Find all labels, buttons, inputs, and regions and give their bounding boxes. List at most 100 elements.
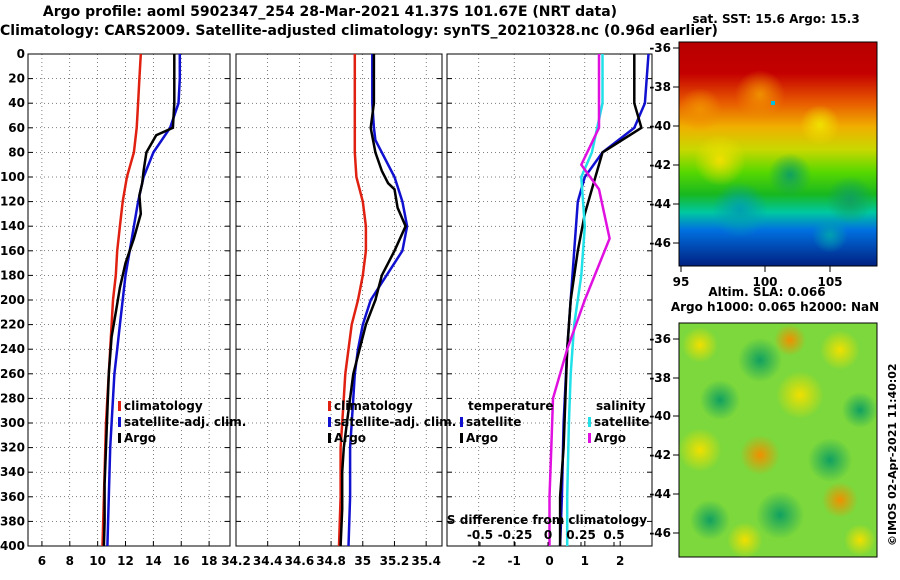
depth-tick-label: 260	[0, 367, 25, 381]
temperature-tick-label: 14	[145, 554, 162, 568]
sla-lat-tick-label: -36	[649, 332, 671, 346]
difference-legend-swatch	[460, 433, 463, 443]
sla-map-feature	[727, 522, 763, 558]
sst-lat-tick-label: -38	[649, 80, 671, 94]
salinity-tick-label: 34.6	[285, 554, 315, 568]
difference-tick-label: 0	[545, 554, 553, 568]
difference-legend-temperature-title: temperature	[468, 399, 553, 413]
sla-map-feature	[774, 324, 806, 356]
depth-tick-label: 60	[8, 121, 25, 135]
depth-tick-label: 80	[8, 145, 25, 159]
temperature-tick-label: 6	[38, 554, 46, 568]
depth-tick-label: 240	[0, 342, 25, 356]
salinity-tick-label: 34.8	[316, 554, 346, 568]
temperature-series-satellite-adj-clim-	[106, 54, 182, 547]
sla-lat-tick-label: -44	[649, 487, 671, 501]
temperature-legend-label: satellite-adj. clim.	[124, 415, 246, 429]
sst-lon-tick-label: 100	[752, 275, 777, 289]
sla-map-feature	[756, 491, 804, 539]
salinity-series-climatology	[337, 54, 368, 547]
difference-legend-label: Argo	[466, 431, 498, 445]
difference-series-salinity-argo	[548, 54, 611, 546]
difference-legend-salinity-title: salinity	[596, 399, 646, 413]
depth-tick-label: 340	[0, 465, 25, 479]
depth-tick-label: 300	[0, 416, 25, 430]
difference-tick-label: -2	[472, 554, 485, 568]
temperature-legend-swatch	[118, 401, 121, 411]
sla-map-feature	[820, 330, 860, 370]
sst-lon-tick-label: 95	[673, 275, 690, 289]
difference-tick-label: 1	[581, 554, 589, 568]
header-line-2: Climatology: CARS2009. Satellite-adjuste…	[0, 23, 718, 39]
sla-lat-tick-label: -46	[649, 526, 671, 540]
depth-tick-label: 160	[0, 244, 25, 258]
sst-map-feature	[826, 176, 874, 224]
depth-tick-label: 140	[0, 219, 25, 233]
temperature-tick-label: 16	[173, 554, 190, 568]
sst-map-feature	[812, 217, 848, 253]
salinity-series-satellite-adj-clim-	[347, 54, 409, 547]
depth-tick-label: 0	[17, 47, 25, 61]
s-difference-tick-label: -0.5	[467, 528, 493, 542]
temperature-legend-label: climatology	[124, 399, 203, 413]
temperature-tick-label: 18	[201, 554, 218, 568]
temperature-legend-label: Argo	[124, 431, 156, 445]
argo-location-marker	[771, 101, 775, 105]
salinity-tick-label: 35.2	[380, 554, 410, 568]
salinity-legend-swatch	[328, 401, 331, 411]
difference-legend-swatch	[588, 417, 591, 427]
sst-lon-tick-label: 105	[817, 275, 842, 289]
depth-tick-label: 220	[0, 318, 25, 332]
sst-lat-tick-label: -36	[649, 41, 671, 55]
s-difference-tick-label: 0	[544, 528, 552, 542]
sla-map-feature	[682, 327, 718, 363]
sst-map-title: sat. SST: 15.6 Argo: 15.3	[692, 12, 859, 26]
difference-series-temperature-argo	[558, 54, 643, 546]
salinity-legend-swatch	[328, 417, 331, 427]
depth-tick-label: 180	[0, 268, 25, 282]
temperature-tick-label: 10	[89, 554, 106, 568]
temperature-legend-swatch	[118, 417, 121, 427]
sst-lat-tick-label: -44	[649, 197, 671, 211]
depth-tick-label: 100	[0, 170, 25, 184]
salinity-legend-swatch	[328, 433, 331, 443]
s-difference-tick-label: 0.5	[603, 528, 624, 542]
temperature-tick-label: 12	[117, 554, 134, 568]
temperature-tick-label: 8	[66, 554, 74, 568]
sst-map-feature	[712, 182, 768, 238]
sla-map-feature	[690, 500, 730, 540]
sst-map-feature	[768, 153, 812, 197]
depth-tick-label: 20	[8, 72, 25, 86]
salinity-tick-label: 34.2	[221, 554, 251, 568]
s-difference-title: S difference from climatology	[447, 513, 647, 527]
sst-lat-tick-label: -40	[649, 119, 671, 133]
difference-legend-label: satellite	[594, 415, 649, 429]
salinity-legend-label: satellite-adj. clim.	[334, 415, 456, 429]
sla-lat-tick-label: -40	[649, 409, 671, 423]
salinity-frame	[235, 53, 443, 547]
sst-map-feature	[735, 70, 785, 120]
sst-map-feature	[800, 105, 840, 145]
sla-lat-tick-label: -42	[649, 448, 671, 462]
header-line-1: Argo profile: aoml 5902347_254 28-Mar-20…	[42, 4, 618, 20]
sst-lat-tick-label: -46	[649, 236, 671, 250]
salinity-tick-label: 35	[354, 554, 371, 568]
depth-tick-label: 200	[0, 293, 25, 307]
salinity-legend-label: Argo	[334, 431, 366, 445]
sla-map-title-1: Altim. SLA: 0.066	[708, 285, 825, 299]
sla-map-feature	[776, 371, 824, 419]
sla-map-feature	[738, 338, 782, 382]
sst-lat-tick-label: -42	[649, 158, 671, 172]
depth-tick-label: 320	[0, 441, 25, 455]
salinity-series-argo	[339, 54, 407, 547]
sla-map-feature	[700, 380, 740, 420]
sst-map-feature	[678, 88, 722, 132]
difference-tick-label: 2	[616, 554, 624, 568]
sla-map-feature	[678, 428, 722, 472]
sla-map-feature	[842, 392, 878, 428]
depth-tick-label: 40	[8, 96, 25, 110]
temperature-series-argo	[102, 54, 176, 547]
temperature-legend-swatch	[118, 433, 121, 443]
sla-map-feature	[808, 438, 852, 482]
